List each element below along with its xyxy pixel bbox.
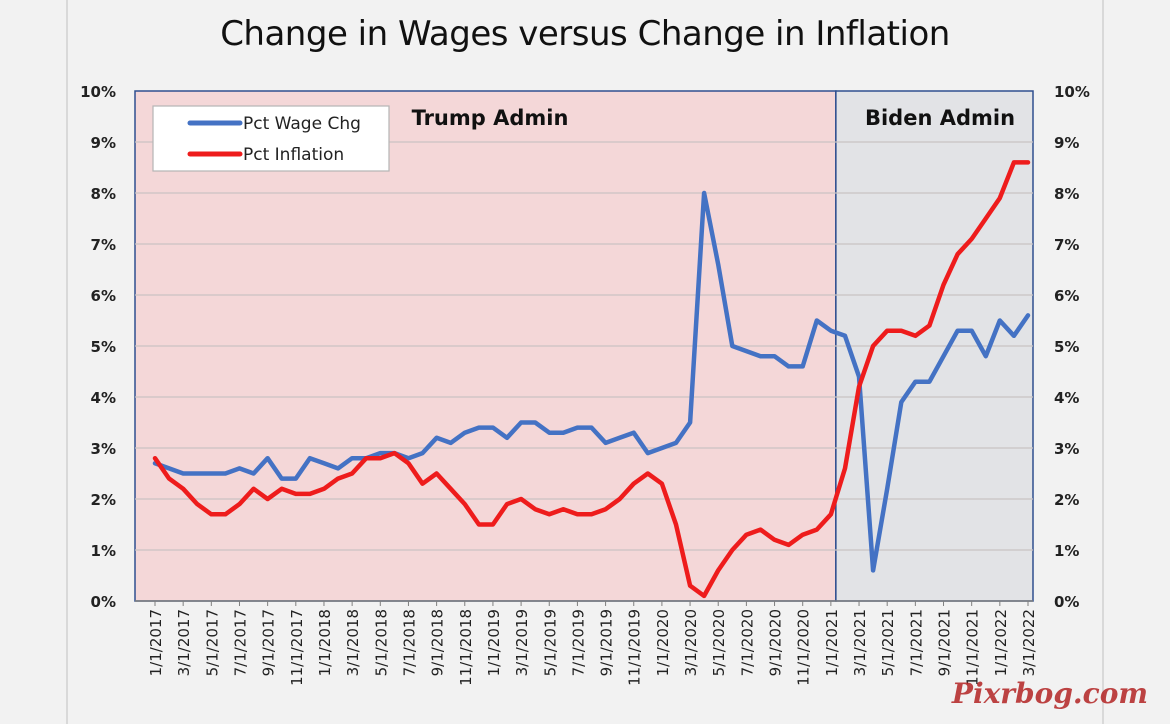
legend-label-pct-inflation: Pct Inflation [243, 145, 344, 165]
y-tick-right-5: 5% [1054, 338, 1079, 356]
x-tick-label-23: 11/1/2020 [795, 609, 813, 686]
y-tick-right-6: 6% [1054, 287, 1079, 305]
y-tick-right-1: 1% [1054, 542, 1079, 560]
y-tick-right-7: 7% [1054, 236, 1079, 254]
y-tick-left-8: 8% [91, 185, 116, 203]
x-tick-label-15: 7/1/2019 [569, 609, 587, 676]
x-tick-label-18: 1/1/2020 [654, 609, 672, 676]
y-tick-left-1: 1% [91, 542, 116, 560]
x-tick-label-21: 7/1/2020 [738, 609, 756, 676]
y-tick-left-4: 4% [91, 389, 116, 407]
y-tick-left-6: 6% [91, 287, 116, 305]
y-tick-left-3: 3% [91, 440, 116, 458]
chart-title: Change in Wages versus Change in Inflati… [220, 14, 950, 54]
x-tick-label-2: 5/1/2017 [203, 609, 221, 676]
y-tick-left-7: 7% [91, 236, 116, 254]
x-tick-label-12: 1/1/2019 [485, 609, 503, 676]
series-lines [152, 160, 1031, 599]
x-tick-label-16: 9/1/2019 [598, 609, 616, 676]
x-tick-label-1: 3/1/2017 [175, 609, 193, 676]
x-tick-label-28: 9/1/2021 [936, 609, 954, 676]
x-tick-label-29: 11/1/2021 [964, 609, 982, 686]
y-tick-right-2: 2% [1054, 491, 1079, 509]
x-tick-label-5: 11/1/2017 [288, 609, 306, 686]
y-tick-left-9: 9% [91, 134, 116, 152]
watermark: Pixrbog.com [951, 677, 1148, 710]
x-tick-label-8: 5/1/2018 [372, 609, 390, 676]
frame-border-left [66, 0, 68, 724]
frame-border-right [1102, 0, 1104, 724]
x-tick-label-11: 11/1/2018 [457, 609, 475, 686]
x-tick-label-14: 5/1/2019 [541, 609, 559, 676]
y-tick-right-8: 8% [1054, 185, 1079, 203]
y-tick-right-10: 10% [1054, 83, 1090, 101]
legend-box [152, 105, 390, 172]
y-tick-right-4: 4% [1054, 389, 1079, 407]
x-tick-label-9: 7/1/2018 [400, 609, 418, 676]
x-tick-label-22: 9/1/2020 [767, 609, 785, 676]
legend: Pct Wage Chg Pct Inflation [152, 105, 390, 172]
x-tick-label-0: 1/1/2017 [147, 609, 165, 676]
x-tick-label-31: 3/1/2022 [1020, 609, 1038, 676]
x-tick-label-19: 3/1/2020 [682, 609, 700, 676]
x-tick-label-6: 1/1/2018 [316, 609, 334, 676]
y-tick-right-0: 0% [1054, 593, 1079, 611]
legend-label-pct-wage-chg: Pct Wage Chg [243, 114, 361, 134]
y-tick-right-3: 3% [1054, 440, 1079, 458]
x-tick-label-17: 11/1/2019 [626, 609, 644, 686]
x-tick-label-20: 5/1/2020 [710, 609, 728, 676]
y-tick-left-10: 10% [80, 83, 116, 101]
region-label-biden-admin: Biden Admin [865, 106, 1015, 130]
x-tick-label-4: 9/1/2017 [260, 609, 278, 676]
x-tick-label-25: 3/1/2021 [851, 609, 869, 676]
y-tick-right-9: 9% [1054, 134, 1079, 152]
x-tick-label-7: 3/1/2018 [344, 609, 362, 676]
x-tick-label-10: 9/1/2018 [429, 609, 447, 676]
x-tick-label-30: 1/1/2022 [992, 609, 1010, 676]
x-tick-label-24: 1/1/2021 [823, 609, 841, 676]
series-line-pct-inflation [152, 160, 1031, 599]
series-line-pct-wage-chg [152, 190, 1031, 573]
x-tick-label-13: 3/1/2019 [513, 609, 531, 676]
y-tick-left-5: 5% [91, 338, 116, 356]
region-label-trump-admin: Trump Admin [412, 106, 569, 130]
x-tick-label-26: 5/1/2021 [879, 609, 897, 676]
y-tick-left-2: 2% [91, 491, 116, 509]
y-tick-left-0: 0% [91, 593, 116, 611]
x-tick-label-27: 7/1/2021 [907, 609, 925, 676]
axes: 0% 0% 1% 1% 2% 2% 3% 3% 4% 4% 5% 5% 6% 6% 7% 7% 8% 8% 9% 9%… [80, 83, 1090, 686]
x-tick-label-3: 7/1/2017 [231, 609, 249, 676]
